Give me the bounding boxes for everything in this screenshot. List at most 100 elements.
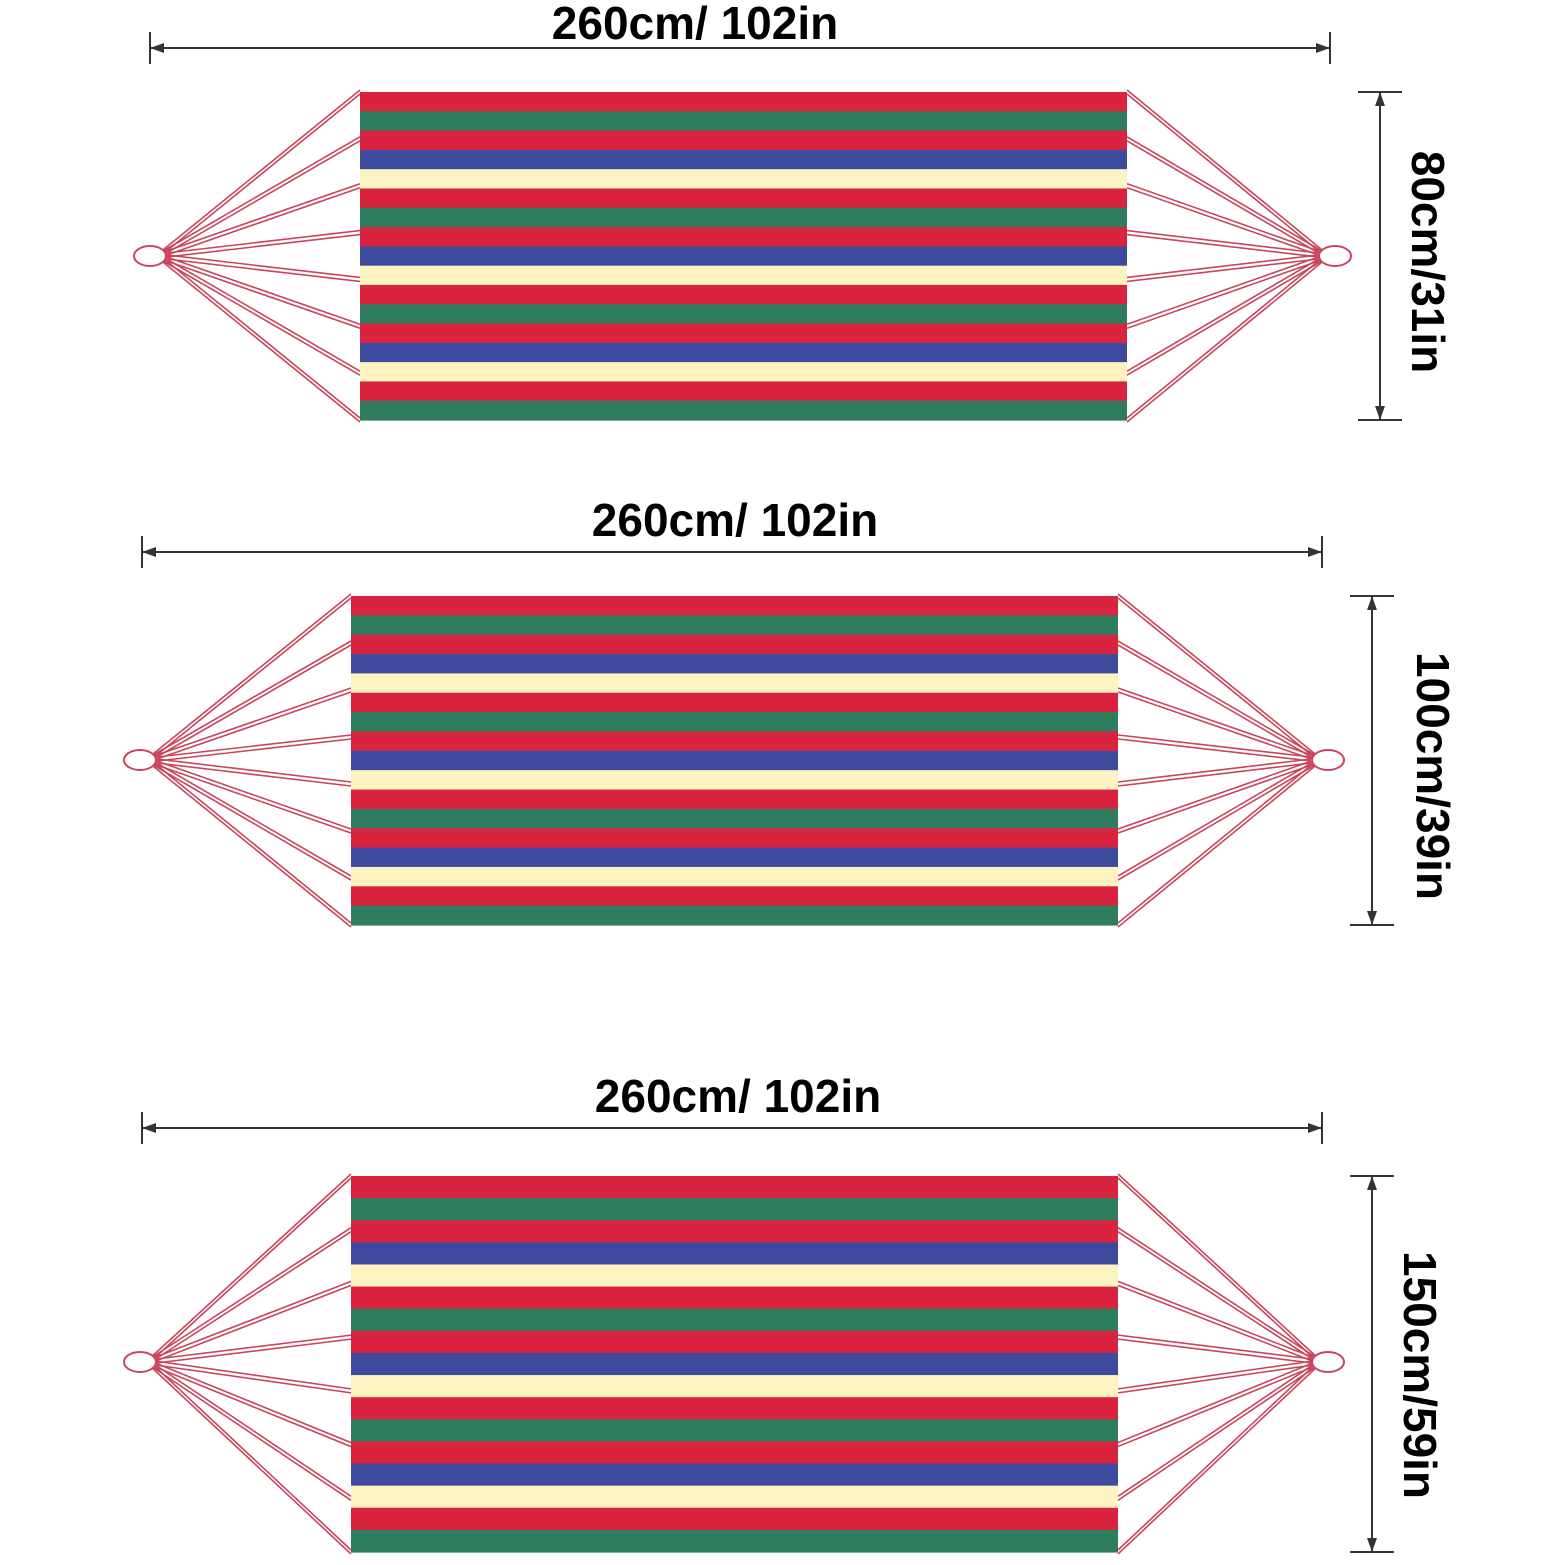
width-arrowhead-right <box>1308 547 1322 557</box>
rope-line <box>1117 761 1321 834</box>
ring-right <box>1318 245 1352 267</box>
rope-line <box>1126 257 1328 330</box>
fabric-stripe-red <box>351 789 1118 810</box>
fabric-stripe-blue <box>351 847 1118 868</box>
rope-line <box>147 1359 352 1444</box>
rope-line <box>157 257 361 376</box>
rope-line <box>1117 761 1321 881</box>
rope-line <box>1126 140 1328 259</box>
rope-line <box>1117 761 1321 928</box>
fabric-stripe-red <box>351 1507 1118 1531</box>
fabric-stripe-red <box>360 323 1127 344</box>
hammock-ropes <box>157 89 1328 423</box>
hammock-fabric <box>351 596 1118 926</box>
rope-line <box>147 1284 352 1365</box>
width-arrowhead-left <box>142 1123 156 1133</box>
rope-line <box>1126 257 1328 283</box>
rope-line <box>1117 757 1321 924</box>
fabric-stripe-red <box>360 227 1127 247</box>
rope-line <box>1117 1363 1321 1555</box>
height-arrowhead-top <box>1367 1176 1377 1190</box>
rope-line <box>1117 757 1321 877</box>
rope-line <box>1126 257 1328 423</box>
height-arrowhead-bottom <box>1367 911 1377 925</box>
fabric-stripe-red <box>360 284 1127 305</box>
hammock-fabric <box>351 1176 1118 1553</box>
fabric-stripe-red <box>360 92 1127 112</box>
fabric-stripe-red <box>351 1441 1118 1465</box>
rope-line <box>147 761 352 928</box>
rope-line <box>1126 186 1328 259</box>
fabric-stripe-blue <box>351 1242 1118 1266</box>
rope-line <box>147 1359 352 1497</box>
fabric-stripe-blue <box>351 750 1118 771</box>
rope-line <box>1117 640 1321 759</box>
rope-line <box>157 136 361 255</box>
rope-line <box>147 757 352 924</box>
fabric-stripe-cream <box>360 265 1127 286</box>
fabric-stripe-green <box>351 1308 1118 1332</box>
rope-line <box>147 761 352 787</box>
rope-line <box>147 644 352 763</box>
fabric-stripe-cream <box>360 362 1127 383</box>
rope-line <box>147 640 352 759</box>
fabric-stripe-green <box>360 304 1127 325</box>
rope-line <box>1117 1359 1321 1390</box>
fabric-stripe-green <box>351 615 1118 636</box>
fabric-stripe-red <box>351 1220 1118 1243</box>
rope-line <box>147 1227 352 1361</box>
fabric-stripe-red <box>360 130 1127 151</box>
rope-line <box>1126 253 1328 419</box>
ring-left <box>133 245 167 267</box>
rope-line <box>157 253 361 419</box>
height-arrowhead-bottom <box>1367 1538 1377 1552</box>
rope-line <box>147 687 352 759</box>
width-label-150: 260cm/ 102in <box>594 1070 882 1122</box>
rope-line <box>157 182 361 255</box>
fabric-stripe-red <box>351 596 1118 616</box>
fabric-stripe-green <box>351 905 1118 926</box>
rope-line <box>157 253 361 279</box>
rope-line <box>1117 1359 1321 1497</box>
rope-line <box>1117 1227 1321 1361</box>
fabric-stripe-cream <box>351 770 1118 791</box>
rope-line <box>1126 229 1328 255</box>
fabric-stripe-red <box>360 188 1127 209</box>
rope-line <box>1117 1363 1321 1448</box>
rope-line <box>157 253 361 372</box>
rope-line <box>147 1359 352 1390</box>
fabric-stripe-red <box>351 1286 1118 1310</box>
fabric-stripe-red <box>351 692 1118 713</box>
rope-line <box>157 233 361 259</box>
rope-line <box>1117 738 1321 763</box>
rope-line <box>157 229 361 255</box>
rope-line <box>147 757 352 783</box>
rope-line <box>157 140 361 259</box>
fabric-stripe-green <box>351 1198 1118 1221</box>
hammock-fabric <box>360 92 1127 421</box>
width-arrowhead-left <box>150 43 164 53</box>
fabric-stripe-cream <box>351 1485 1118 1509</box>
rope-line <box>157 93 361 259</box>
fabric-stripe-cream <box>351 1375 1118 1398</box>
rope-line <box>1117 687 1321 759</box>
fabric-stripe-red <box>351 634 1118 655</box>
height-label-150: 150cm/59in <box>1394 1250 1446 1500</box>
rope-line <box>1117 644 1321 763</box>
rope-line <box>147 1363 352 1448</box>
rope-line <box>147 757 352 830</box>
rope-line <box>147 1359 352 1551</box>
fabric-stripe-cream <box>360 169 1127 190</box>
fabric-stripe-red <box>351 828 1118 849</box>
fabric-stripe-green <box>351 808 1118 829</box>
fabric-stripe-red <box>351 886 1118 907</box>
rope-line <box>1117 757 1321 783</box>
rope-line <box>1117 1338 1321 1365</box>
fabric-stripe-red <box>351 1176 1118 1199</box>
fabric-stripe-green <box>351 1419 1118 1443</box>
rope-line <box>1126 136 1328 255</box>
width-arrowhead-left <box>142 547 156 557</box>
